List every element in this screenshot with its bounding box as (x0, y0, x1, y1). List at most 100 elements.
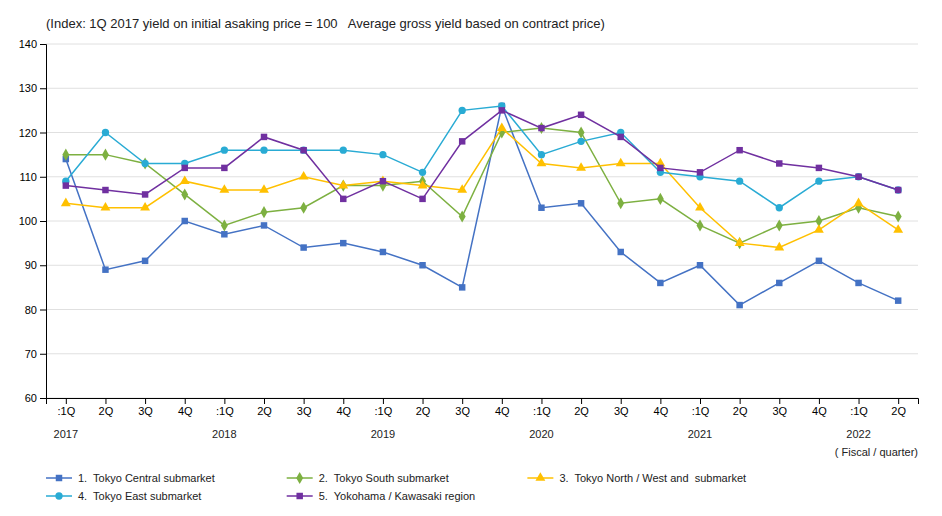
point (855, 280, 861, 286)
point (736, 178, 743, 185)
point (893, 224, 903, 233)
legend-marker (55, 492, 62, 499)
x-tick-mark (898, 398, 899, 404)
point (180, 175, 190, 184)
y-tick-label: 70 (25, 348, 37, 360)
point (538, 125, 544, 131)
x-tick-label: 2Q (574, 405, 589, 417)
x-tick: 4Q (654, 398, 669, 417)
series-line (66, 128, 898, 247)
x-tick-mark (700, 398, 701, 404)
x-tick: 3Q (297, 398, 312, 417)
legend-label: 4. Tokyo East submarket (78, 490, 201, 502)
x-tick-label: :1Q (375, 405, 393, 417)
x-tick-mark (819, 398, 820, 404)
x-tick-label: 4Q (336, 405, 351, 417)
x-tick-mark (66, 398, 67, 404)
y-tick: 120 (19, 127, 46, 139)
point (300, 147, 307, 154)
point (260, 147, 267, 154)
x-tick: 2Q (257, 398, 272, 417)
grid-line (46, 88, 918, 89)
series-line (66, 110, 898, 199)
point (261, 222, 267, 228)
point (102, 266, 108, 272)
y-tick: 130 (19, 82, 46, 94)
point (418, 180, 428, 189)
legend-item: 2. Tokyo South submarket (287, 472, 449, 484)
x-tick-mark (304, 398, 305, 404)
x-tick: :1Q (533, 398, 551, 417)
x-tick: :1Q (216, 398, 234, 417)
point (697, 169, 703, 175)
x-tick: 4Q (178, 398, 193, 417)
point (221, 147, 228, 154)
y-tick-mark (40, 88, 46, 89)
point (141, 160, 148, 167)
x-tick-label: 4Q (812, 405, 827, 417)
point (735, 237, 745, 246)
x-label: ( Fiscal / quarter) (835, 446, 918, 458)
point (537, 158, 547, 167)
grid-line (46, 176, 918, 177)
series (63, 103, 902, 309)
point (578, 200, 584, 206)
point (895, 186, 902, 193)
legend-marker (535, 472, 545, 481)
point (576, 162, 586, 171)
grid-line (46, 265, 918, 266)
point (736, 302, 742, 308)
x-tick: :1Q (692, 398, 710, 417)
point (538, 204, 544, 210)
x-tick-label: :1Q (692, 405, 710, 417)
y-tick: 140 (19, 38, 46, 50)
x-tick-mark (502, 398, 503, 404)
point (102, 129, 109, 136)
point (140, 202, 150, 211)
series (62, 122, 901, 249)
x-tick-mark (581, 398, 582, 404)
point (776, 204, 783, 211)
grid-line (46, 221, 918, 222)
point (62, 149, 69, 161)
x-tick-label: 3Q (455, 405, 470, 417)
point (657, 193, 664, 205)
y-tick: 70 (25, 348, 46, 360)
legend-item: 5. Yokohama / Kawasaki region (287, 490, 476, 502)
x-tick: 3Q (455, 398, 470, 417)
year-label: 2021 (688, 428, 712, 440)
point (457, 184, 467, 193)
y-tick-mark (40, 398, 46, 399)
point (219, 184, 229, 193)
x-tick: 4Q (336, 398, 351, 417)
x-tick-mark (224, 398, 225, 404)
subtitle: (Index: 1Q 2017 yield on initial asaking… (46, 16, 605, 31)
series-line (66, 128, 898, 243)
point (419, 169, 426, 176)
y-tick: 100 (19, 215, 46, 227)
y-tick-label: 80 (25, 304, 37, 316)
marks (61, 102, 903, 308)
y-tick: 90 (25, 259, 46, 271)
x-tick-mark (859, 398, 860, 404)
x-tick-mark (343, 398, 344, 404)
year-label: 2019 (371, 428, 395, 440)
point (340, 196, 346, 202)
point (300, 147, 306, 153)
x-tick: 2Q (99, 398, 114, 417)
x-tick: 2Q (574, 398, 589, 417)
point (577, 138, 584, 145)
x-tick-label: 2Q (416, 405, 431, 417)
point (142, 157, 149, 169)
point (459, 138, 465, 144)
point (816, 258, 822, 264)
point (617, 197, 624, 209)
point (419, 196, 425, 202)
y-tick-mark (40, 133, 46, 134)
point (776, 160, 782, 166)
x-tick: 2Q (416, 398, 431, 417)
point (895, 187, 901, 193)
legend-label: 2. Tokyo South submarket (319, 472, 449, 484)
x-tick-label: 2Q (733, 405, 748, 417)
x-tick-label: 3Q (138, 405, 153, 417)
